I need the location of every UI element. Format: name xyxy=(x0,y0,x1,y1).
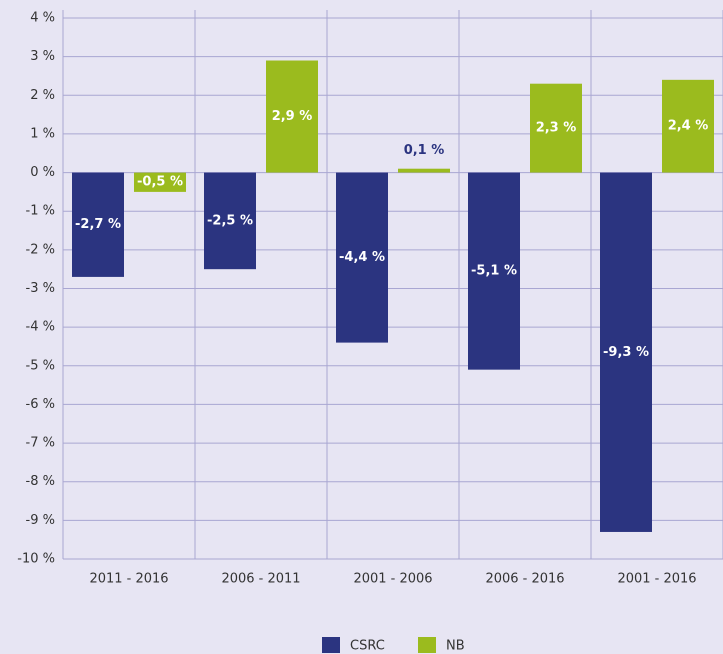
bar xyxy=(468,172,520,370)
legend-swatch xyxy=(418,637,436,653)
data-label: 0,1 % xyxy=(404,143,445,158)
legend-swatch xyxy=(322,637,340,653)
y-tick-label: -6 % xyxy=(26,397,55,412)
y-tick-label: -3 % xyxy=(26,281,55,296)
legend-label: NB xyxy=(446,639,465,654)
legend-label: CSRC xyxy=(350,639,385,654)
x-tick-label: 2006 - 2011 xyxy=(221,572,300,587)
bar xyxy=(204,172,256,270)
data-label: -4,4 % xyxy=(339,250,385,265)
y-tick-label: -4 % xyxy=(26,320,55,335)
y-tick-label: -7 % xyxy=(26,436,55,451)
bar xyxy=(134,172,186,192)
x-tick-label: 2001 - 2006 xyxy=(353,572,432,587)
bar xyxy=(662,79,714,173)
bar xyxy=(600,172,652,532)
y-tick-label: 4 % xyxy=(30,11,55,26)
y-tick-label: -1 % xyxy=(26,204,55,219)
y-tick-label: 1 % xyxy=(30,126,55,141)
bar xyxy=(530,83,582,173)
y-tick-label: -8 % xyxy=(26,474,55,489)
x-tick-label: 2001 - 2016 xyxy=(617,572,696,587)
data-label: 2,3 % xyxy=(536,121,577,136)
y-tick-label: -9 % xyxy=(26,513,55,528)
data-label: -9,3 % xyxy=(603,345,649,360)
data-label: -2,5 % xyxy=(207,213,253,228)
bar xyxy=(336,172,388,343)
y-tick-label: -2 % xyxy=(26,242,55,257)
data-label: 2,4 % xyxy=(668,119,709,134)
y-tick-label: 3 % xyxy=(30,49,55,64)
x-tick-label: 2011 - 2016 xyxy=(89,572,168,587)
data-label: -5,1 % xyxy=(471,264,517,279)
x-tick-label: 2006 - 2016 xyxy=(485,572,564,587)
data-label: -0,5 % xyxy=(137,175,183,190)
y-tick-label: -5 % xyxy=(26,358,55,373)
y-tick-label: 0 % xyxy=(30,165,55,180)
bar xyxy=(266,60,318,173)
data-label: 2,9 % xyxy=(272,109,313,124)
bar xyxy=(72,172,124,277)
y-tick-label: 2 % xyxy=(30,88,55,103)
y-tick-label: -10 % xyxy=(17,552,55,567)
data-label: -2,7 % xyxy=(75,217,121,232)
bar xyxy=(398,168,450,173)
